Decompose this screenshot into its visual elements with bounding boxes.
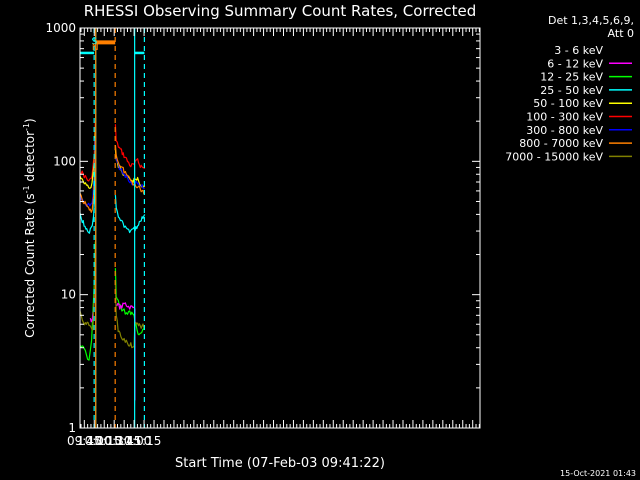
series-line-6-12-kev-1 — [116, 302, 136, 428]
y-tick-label: 10 — [61, 288, 76, 302]
y-axis-label-sup1: -1 — [22, 185, 31, 193]
x-tick-label: 09:45 — [67, 434, 102, 448]
y-axis-label-mid: detector — [23, 131, 37, 186]
x-tick-label: 10:45 — [107, 434, 142, 448]
series-line-25-50-kev-0 — [79, 167, 96, 234]
series-100-300-kev — [79, 121, 146, 182]
y-axis-label-main: Corrected Count Rate (s — [23, 193, 37, 337]
y-axis-label-sup2: -1 — [22, 123, 31, 131]
series-line-7000-15000-kev-0 — [79, 248, 96, 331]
series-line-100-300-kev-1 — [114, 124, 146, 170]
flags-layer: SN — [80, 28, 145, 428]
y-tick-label: 100 — [53, 154, 76, 168]
legend-entry: 50 - 100 keV — [533, 97, 632, 110]
x-tick-label: 11:00 — [117, 434, 152, 448]
x-axis-label: Start Time (07-Feb-03 09:41:22) — [175, 456, 385, 471]
y-tick-label: 1 — [68, 421, 76, 435]
y-axis-label-end: ) — [23, 118, 37, 123]
legend-label: 7000 - 15000 keV — [505, 150, 603, 163]
legend-header-line2: Att 0 — [608, 27, 634, 40]
legend-entry: 100 - 300 keV — [526, 111, 632, 124]
legend-label: 25 - 50 keV — [540, 84, 603, 97]
legend-label: 3 - 6 keV — [554, 44, 603, 57]
y-axis: 1 10 100 1000 — [45, 21, 480, 435]
x-tick-label: 11:15 — [127, 434, 162, 448]
series-25-50-kev — [79, 167, 146, 234]
flag-annotation-n: N — [92, 43, 99, 53]
x-tick-label: 10:00 — [77, 434, 112, 448]
flag-annotation-s: S — [92, 37, 98, 47]
legend-label: 6 - 12 keV — [547, 57, 603, 70]
generation-timestamp: 15-Oct-2021 01:43 — [560, 469, 636, 478]
series-layer — [79, 121, 146, 429]
legend-entry: 800 - 7000 keV — [519, 137, 632, 150]
legend-entry: 6 - 12 keV — [547, 57, 632, 70]
legend-entry: 300 - 800 keV — [526, 124, 632, 137]
series-line-25-50-kev-1 — [114, 195, 146, 234]
legend-label: 100 - 300 keV — [526, 111, 603, 124]
legend-label: 50 - 100 keV — [533, 97, 603, 110]
legend-header-line1: Det 1,3,4,5,6,9, — [548, 14, 634, 27]
series-line-12-25-kev-1 — [114, 268, 146, 336]
legend-label: 12 - 25 keV — [540, 71, 603, 84]
series-7000-15000-kev — [79, 248, 146, 349]
legend-entry: 3 - 6 keV — [554, 44, 632, 57]
legend-entry: 25 - 50 keV — [540, 84, 632, 97]
y-axis-label: Corrected Count Rate (s-1 detector-1) — [22, 118, 37, 337]
series-line-100-300-kev-0 — [79, 121, 96, 182]
legend-entry: 7000 - 15000 keV — [505, 150, 632, 163]
series-line-800-7000-kev-1 — [114, 144, 146, 195]
x-tick-label: 10:15 — [87, 434, 122, 448]
x-tick-label: 10:30 — [97, 434, 132, 448]
legend-label: 300 - 800 keV — [526, 124, 603, 137]
chart-title: RHESSI Observing Summary Count Rates, Co… — [84, 2, 477, 20]
y-tick-label: 1000 — [45, 21, 76, 35]
series-line-7000-15000-kev-1 — [114, 284, 146, 349]
series-line-3-6-kev-1 — [115, 342, 133, 429]
legend-label: 800 - 7000 keV — [519, 137, 603, 150]
series-line-50-100-kev-0 — [79, 130, 96, 189]
legend-entry: 12 - 25 keV — [540, 71, 632, 84]
